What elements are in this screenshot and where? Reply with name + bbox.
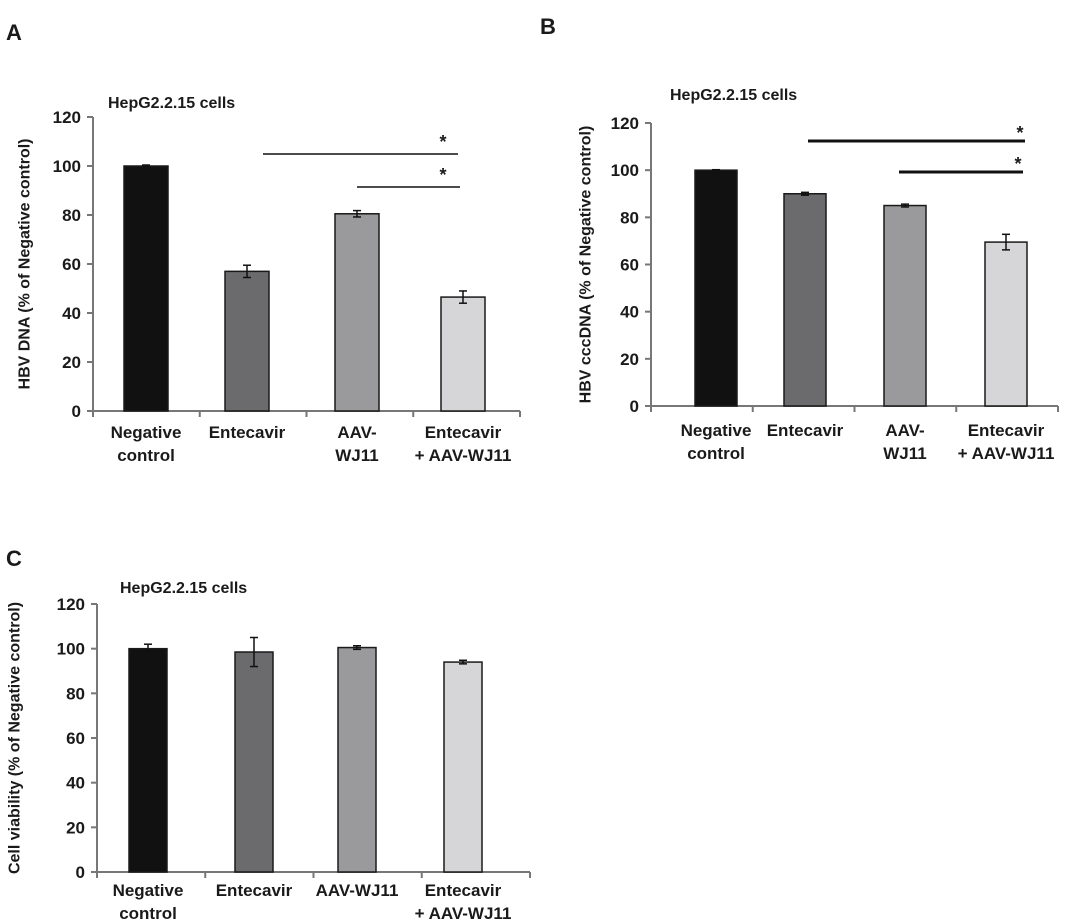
x-tick-label: + AAV-WJ11 — [958, 444, 1055, 463]
bar — [783, 193, 827, 407]
y-tick-label: 80 — [620, 208, 639, 227]
y-tick-label: 20 — [62, 353, 81, 372]
bar — [128, 647, 168, 873]
y-tick-label: 120 — [53, 108, 81, 127]
y-tick-label: 0 — [76, 863, 85, 882]
x-tick-label: Negative — [111, 423, 182, 442]
bar — [234, 651, 274, 873]
chart-panel-a: A HepG2.2.15 cells HBV DNA (% of Negative … — [6, 20, 521, 465]
x-tick-label: Entecavir — [216, 881, 293, 900]
chart-title: HepG2.2.15 cells — [120, 580, 247, 597]
chart-title: HepG2.2.15 cells — [108, 95, 235, 112]
y-tick-label: 60 — [66, 729, 85, 748]
x-tick-label: Entecavir — [425, 423, 502, 442]
significance-label: * — [1016, 123, 1023, 143]
chart-panel-b: B HepG2.2.15 cells HBV cccDNA (% of Negati… — [540, 14, 1059, 463]
y-tick-label: 60 — [62, 255, 81, 274]
x-tick-label: AAV- — [337, 423, 376, 442]
panel-letter: B — [540, 14, 556, 39]
y-tick-label: 0 — [630, 397, 639, 416]
x-tick-label: Negative — [113, 881, 184, 900]
y-tick-label: 20 — [620, 350, 639, 369]
bar — [334, 213, 380, 412]
significance-label: * — [1014, 154, 1021, 174]
y-tick-label: 100 — [611, 161, 639, 180]
panel-letter: C — [6, 546, 22, 571]
y-tick-label: 80 — [66, 684, 85, 703]
y-tick-label: 120 — [611, 114, 639, 133]
y-tick-label: 40 — [620, 303, 639, 322]
bar — [440, 296, 486, 412]
x-tick-label: Negative — [681, 421, 752, 440]
x-tick-label: WJ11 — [335, 446, 378, 465]
bar — [337, 646, 377, 873]
x-tick-label: Entecavir — [968, 421, 1045, 440]
x-tick-label: control — [119, 904, 177, 922]
x-tick-label: AAV-WJ11 — [316, 881, 399, 900]
x-tick-label: + AAV-WJ11 — [415, 904, 512, 922]
y-tick-label: 0 — [72, 402, 81, 421]
x-tick-label: Entecavir — [425, 881, 502, 900]
y-tick-label: 100 — [53, 157, 81, 176]
significance-label: * — [439, 132, 446, 152]
chart-panel-c: C HepG2.2.15 cells Cell viability (% of Ne… — [6, 546, 531, 922]
chart-title: HepG2.2.15 cells — [670, 87, 797, 104]
y-tick-label: 20 — [66, 818, 85, 837]
y-tick-label: 80 — [62, 206, 81, 225]
bar — [443, 661, 483, 873]
x-tick-label: control — [687, 444, 745, 463]
bar — [694, 169, 738, 407]
significance-label: * — [439, 165, 446, 185]
bar — [123, 165, 169, 412]
y-tick-label: 120 — [57, 595, 85, 614]
bar — [883, 204, 927, 407]
bar — [224, 270, 270, 412]
x-tick-label: WJ11 — [883, 444, 926, 463]
y-tick-label: 40 — [62, 304, 81, 323]
y-axis-label: HBV cccDNA (% of Negative control) — [578, 126, 595, 404]
x-tick-label: Entecavir — [767, 421, 844, 440]
panel-letter: A — [6, 20, 22, 45]
y-axis-label: HBV DNA (% of Negative control) — [17, 139, 34, 390]
x-tick-label: control — [117, 446, 175, 465]
bar — [984, 241, 1028, 407]
x-tick-label: Entecavir — [209, 423, 286, 442]
x-tick-label: + AAV-WJ11 — [415, 446, 512, 465]
y-axis-label: Cell viability (% of Negative control) — [7, 602, 24, 874]
x-tick-label: AAV- — [885, 421, 924, 440]
y-tick-label: 40 — [66, 774, 85, 793]
y-tick-label: 60 — [620, 255, 639, 274]
y-tick-label: 100 — [57, 640, 85, 659]
